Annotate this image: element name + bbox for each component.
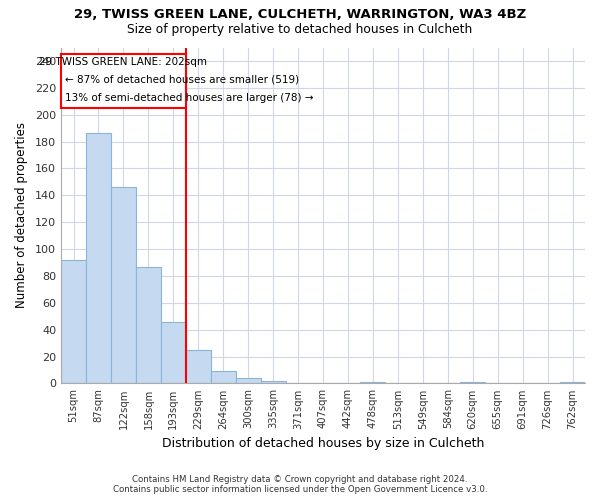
Text: Size of property relative to detached houses in Culcheth: Size of property relative to detached ho… [127, 22, 473, 36]
Bar [460, 382, 485, 384]
Text: 29, TWISS GREEN LANE, CULCHETH, WARRINGTON, WA3 4BZ: 29, TWISS GREEN LANE, CULCHETH, WARRINGT… [74, 8, 526, 20]
Bar [236, 378, 260, 384]
Bar [111, 187, 136, 384]
Bar [61, 260, 86, 384]
Bar [86, 134, 111, 384]
Text: 29 TWISS GREEN LANE: 202sqm: 29 TWISS GREEN LANE: 202sqm [40, 57, 208, 67]
Text: Contains HM Land Registry data © Crown copyright and database right 2024.
Contai: Contains HM Land Registry data © Crown c… [113, 474, 487, 494]
Bar [560, 382, 585, 384]
X-axis label: Distribution of detached houses by size in Culcheth: Distribution of detached houses by size … [162, 437, 484, 450]
Bar [211, 372, 236, 384]
Text: 13% of semi-detached houses are larger (78) →: 13% of semi-detached houses are larger (… [65, 92, 313, 102]
Bar [136, 266, 161, 384]
Bar [186, 350, 211, 384]
Y-axis label: Number of detached properties: Number of detached properties [15, 122, 28, 308]
Bar [260, 380, 286, 384]
Bar [161, 322, 186, 384]
Bar [361, 382, 385, 384]
Text: ← 87% of detached houses are smaller (519): ← 87% of detached houses are smaller (51… [65, 75, 299, 85]
FancyBboxPatch shape [61, 54, 186, 108]
